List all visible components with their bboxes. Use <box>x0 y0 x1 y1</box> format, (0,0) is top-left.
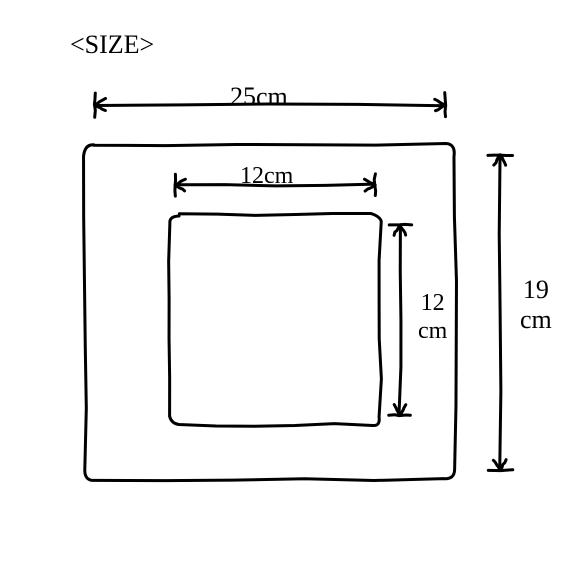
inner-height-label: 12 cm <box>418 290 447 345</box>
outer-height-label: 19 cm <box>520 275 552 335</box>
inner-width-label: 12cm <box>240 163 293 191</box>
section-title: <SIZE> <box>70 30 154 60</box>
diagram-svg <box>0 0 583 583</box>
outer-width-label: 25cm <box>230 82 288 112</box>
size-diagram: <SIZE> 25cm 12cm 19 cm 12 cm <box>0 0 583 583</box>
